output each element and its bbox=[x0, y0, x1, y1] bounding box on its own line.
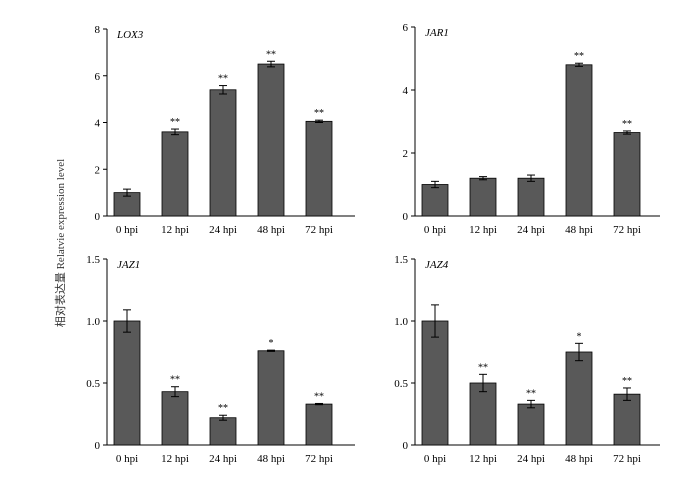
significance-label: ** bbox=[314, 391, 324, 402]
panel-jar1: 0 2 4 6 JAR1 0 hpi 12 hpi 24 hpi ** 48 hpi ** 72 hp… bbox=[403, 22, 660, 236]
x-tick-label: 12 hpi bbox=[161, 453, 189, 465]
bar bbox=[421, 184, 449, 217]
significance-label: * bbox=[269, 338, 274, 349]
bar bbox=[305, 120, 333, 217]
y-tick-label: 1.0 bbox=[86, 316, 100, 328]
x-tick-label: 0 hpi bbox=[424, 453, 446, 465]
y-tick-label: 4 bbox=[95, 118, 101, 130]
x-tick-label: 72 hpi bbox=[305, 224, 333, 236]
x-tick-label: 0 hpi bbox=[116, 224, 138, 236]
x-tick-label: 48 hpi bbox=[257, 453, 285, 465]
significance-label: ** bbox=[622, 119, 632, 130]
x-tick-label: 12 hpi bbox=[469, 224, 497, 236]
x-tick-label: 0 hpi bbox=[116, 453, 138, 465]
bar bbox=[113, 320, 141, 446]
x-tick-label: 24 hpi bbox=[209, 453, 237, 465]
y-tick-label: 6 bbox=[403, 22, 409, 34]
significance-label: ** bbox=[170, 117, 180, 128]
y-tick-label: 0.5 bbox=[86, 378, 100, 390]
significance-label: ** bbox=[218, 74, 228, 85]
gene-label: JAR1 bbox=[425, 27, 449, 39]
gene-label: JAZ1 bbox=[117, 259, 140, 271]
bar bbox=[517, 403, 545, 446]
bar bbox=[161, 131, 189, 217]
bar bbox=[469, 177, 497, 217]
x-tick-label: 12 hpi bbox=[161, 224, 189, 236]
x-tick-label: 48 hpi bbox=[257, 224, 285, 236]
x-tick-label: 12 hpi bbox=[469, 453, 497, 465]
x-tick-label: 48 hpi bbox=[565, 453, 593, 465]
y-tick-label: 8 bbox=[95, 24, 101, 36]
y-axis-label: 相对表达量 Relatvie expression level bbox=[53, 159, 67, 327]
y-tick-label: 0 bbox=[95, 440, 101, 452]
y-tick-label: 1.5 bbox=[86, 254, 100, 266]
significance-label: * bbox=[577, 331, 582, 342]
y-tick-label: 6 bbox=[95, 71, 101, 83]
bar bbox=[469, 382, 497, 446]
gene-label: JAZ4 bbox=[425, 259, 449, 271]
y-tick-label: 2 bbox=[95, 164, 101, 176]
bar bbox=[161, 391, 189, 446]
bar bbox=[305, 403, 333, 446]
significance-label: ** bbox=[266, 49, 276, 60]
bar bbox=[565, 64, 593, 217]
significance-label: ** bbox=[218, 403, 228, 414]
gene-label: LOX3 bbox=[116, 29, 144, 41]
x-tick-label: 72 hpi bbox=[613, 224, 641, 236]
panel-lox3: 0 2 4 6 8 LOX3 0 hpi ** 12 hpi ** 24 hpi ** 48 hpi **… bbox=[95, 24, 355, 236]
significance-label: ** bbox=[170, 375, 180, 386]
panel-jaz1: 0 0.5 1.0 1.5 JAZ1 0 hpi ** 12 hpi ** 24 hpi * 48 h… bbox=[86, 254, 355, 465]
bar bbox=[613, 393, 641, 446]
x-tick-label: 24 hpi bbox=[517, 224, 545, 236]
y-tick-label: 0 bbox=[403, 211, 409, 223]
x-tick-label: 0 hpi bbox=[424, 224, 446, 236]
bar bbox=[209, 89, 237, 217]
x-tick-label: 72 hpi bbox=[613, 453, 641, 465]
y-tick-label: 2 bbox=[403, 148, 409, 160]
bar bbox=[517, 177, 545, 217]
y-tick-label: 0 bbox=[403, 440, 409, 452]
y-tick-label: 0.5 bbox=[394, 378, 408, 390]
bar bbox=[257, 63, 285, 217]
bar bbox=[257, 350, 285, 446]
bar bbox=[565, 351, 593, 446]
significance-label: ** bbox=[526, 388, 536, 399]
y-tick-label: 0 bbox=[95, 211, 101, 223]
y-tick-label: 1.5 bbox=[394, 254, 408, 266]
y-tick-label: 1.0 bbox=[394, 316, 408, 328]
y-tick-label: 4 bbox=[403, 85, 409, 97]
panel-jaz4: 0 0.5 1.0 1.5 JAZ4 0 hpi ** 12 hpi ** 24 hpi * 48 h… bbox=[394, 254, 660, 465]
bar bbox=[613, 132, 641, 217]
significance-label: ** bbox=[314, 108, 324, 119]
bar bbox=[421, 320, 449, 446]
x-tick-label: 24 hpi bbox=[517, 453, 545, 465]
x-tick-label: 24 hpi bbox=[209, 224, 237, 236]
bar bbox=[209, 417, 237, 446]
significance-label: ** bbox=[478, 362, 488, 373]
significance-label: ** bbox=[574, 51, 584, 62]
x-tick-label: 48 hpi bbox=[565, 224, 593, 236]
x-tick-label: 72 hpi bbox=[305, 453, 333, 465]
significance-label: ** bbox=[622, 376, 632, 387]
